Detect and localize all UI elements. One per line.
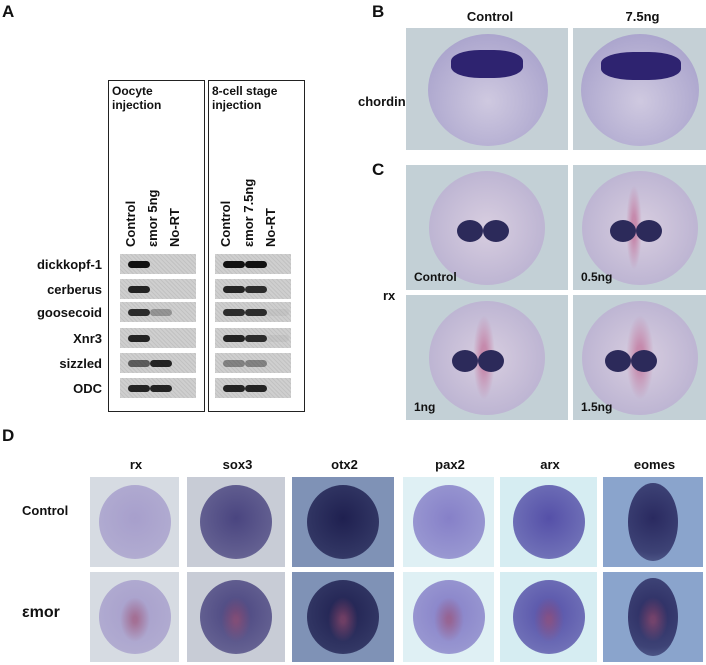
gel-strip	[120, 353, 196, 373]
arx-emor-image	[500, 572, 597, 662]
arx-control-image	[500, 477, 597, 567]
group-title: 8-cell stage injection	[212, 84, 278, 112]
panel-label-d: D	[2, 426, 15, 445]
gel-band	[245, 360, 267, 367]
col-header: arx	[540, 457, 560, 472]
gene-label: ODC	[73, 381, 102, 396]
gel-band	[150, 360, 172, 367]
gel-band	[150, 309, 172, 316]
lane-label: Control	[218, 200, 233, 247]
gene-label: cerberus	[47, 282, 102, 297]
gel-band	[223, 385, 245, 392]
eight-cell-injection-box: 8-cell stage injection	[208, 80, 305, 412]
col-header: pax2	[435, 457, 465, 472]
group-title: Oocyte injection	[112, 84, 162, 112]
oocyte-injection-box: Oocyte injection	[108, 80, 205, 412]
gel-strip	[120, 378, 196, 398]
rx-image: Control	[406, 165, 568, 290]
panel-label-a: A	[2, 2, 15, 21]
lane-label: εmor 5ng	[145, 189, 160, 247]
lane-label: No-RT	[263, 208, 278, 247]
gel-strip	[120, 302, 196, 322]
gel-band	[245, 286, 267, 293]
row-label: chordin	[358, 94, 406, 109]
gel-band	[128, 309, 150, 316]
rx-image: 1ng	[406, 295, 568, 420]
rx-emor-image	[90, 572, 179, 662]
condition-label: 1.5ng	[581, 400, 613, 414]
eomes-emor-image	[603, 572, 703, 662]
lane-label: εmor 7.5ng	[241, 178, 256, 247]
gene-label: goosecoid	[36, 305, 102, 320]
gel-band	[245, 335, 267, 342]
gel-band	[128, 286, 150, 293]
rx-image: 0.5ng	[573, 165, 706, 290]
gel-strip	[215, 353, 291, 373]
gel-strip	[215, 279, 291, 299]
lane-label: Control	[123, 200, 138, 247]
gel-strip	[215, 378, 291, 398]
gel-strip	[215, 254, 291, 274]
panel-label-c: C	[372, 160, 385, 179]
otx2-emor-image	[292, 572, 394, 662]
col-header: eomes	[633, 457, 676, 472]
row-label-control: Control	[22, 503, 69, 518]
sox3-emor-image	[187, 572, 285, 662]
col-header: sox3	[222, 457, 253, 472]
gel-strip	[215, 302, 291, 322]
col-header: Control	[466, 9, 514, 24]
gel-band	[223, 286, 245, 293]
gel-strip	[215, 328, 291, 348]
gene-label: sizzled	[59, 356, 102, 371]
rx-control-image	[90, 477, 179, 567]
gene-label: dickkopf-1	[36, 257, 102, 272]
rx-image: 1.5ng	[573, 295, 706, 420]
lane-label: No-RT	[167, 208, 182, 247]
gene-label: Xnr3	[73, 331, 102, 346]
gel-strip	[120, 279, 196, 299]
gel-band	[245, 261, 267, 268]
gel-band	[128, 360, 150, 367]
gel-band	[223, 360, 245, 367]
pax2-emor-image	[403, 572, 494, 662]
gel-band	[128, 261, 150, 268]
panel-label-b: B	[372, 2, 385, 21]
otx2-control-image	[292, 477, 394, 567]
row-label: rx	[383, 288, 396, 303]
gel-strip	[120, 254, 196, 274]
col-header: rx	[129, 457, 143, 472]
gel-strip	[120, 328, 196, 348]
gel-band	[245, 385, 267, 392]
chordin-7.5ng-image	[573, 28, 706, 150]
gel-band	[128, 385, 150, 392]
gel-band	[267, 309, 289, 316]
chordin-control-image	[406, 28, 568, 150]
gel-band	[223, 261, 245, 268]
sox3-control-image	[187, 477, 285, 567]
condition-label: Control	[414, 270, 457, 284]
row-label-emor: εmor	[22, 604, 60, 621]
gel-band	[223, 309, 245, 316]
col-header: 7.5ng	[625, 9, 660, 24]
gel-band	[223, 335, 245, 342]
gel-band	[245, 309, 267, 316]
gel-band	[128, 335, 150, 342]
condition-label: 1ng	[414, 400, 436, 414]
eomes-control-image	[603, 477, 703, 567]
pax2-control-image	[403, 477, 494, 567]
col-header: otx2	[331, 457, 358, 472]
condition-label: 0.5ng	[581, 270, 613, 284]
gel-band	[267, 335, 289, 342]
gel-band	[150, 385, 172, 392]
